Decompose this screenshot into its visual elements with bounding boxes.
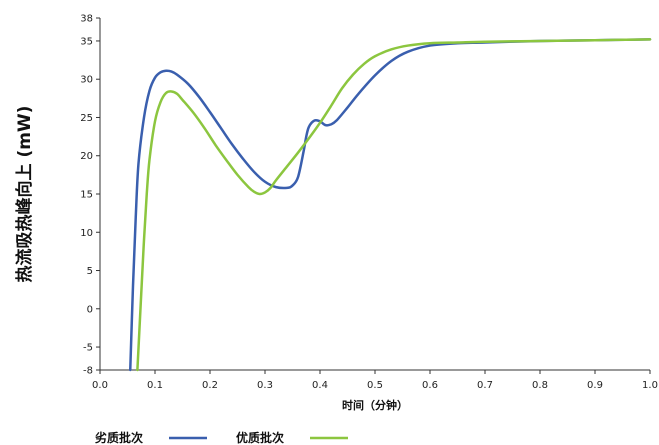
x-tick-label: 0.7 [477,380,493,391]
x-tick-label: 0.5 [367,380,383,391]
x-axis-ticks: 0.0 0.1 0.2 0.3 0.4 0.5 0.6 0.7 0.8 0.9 1.0 [92,370,658,391]
legend: 劣质批次 优质批次 [95,430,348,445]
y-tick-label: 20 [80,151,93,162]
x-tick-label: 1.0 [642,380,658,391]
y-tick-label: 10 [80,228,93,239]
x-tick-label: 0.3 [257,380,273,391]
x-tick-label: 0.0 [92,380,108,391]
y-tick-label: 0 [87,304,93,315]
y-tick-label: -8 [83,366,93,377]
x-axis-title: 时间（分钟） [342,398,408,412]
series-line-good-batch [136,38,652,372]
series-layer [129,38,652,372]
x-tick-label: 0.6 [422,380,438,391]
y-tick-label: 15 [80,190,93,201]
x-tick-label: 0.9 [587,380,603,391]
y-tick-label: 38 [80,14,93,25]
x-tick-label: 0.8 [532,380,548,391]
legend-label-poor-batch: 劣质批次 [95,430,143,445]
x-tick-label: 0.4 [312,380,328,391]
y-tick-label: 30 [80,75,93,86]
y-tick-label: 35 [80,36,93,47]
y-axis-ticks: -8 -5 0 5 10 15 20 25 30 35 38 [80,14,100,377]
plot-area: 0.0 0.1 0.2 0.3 0.4 0.5 0.6 0.7 0.8 0.9 1.0 -8 -5 0 5… [80,14,658,392]
x-tick-label: 0.1 [147,380,163,391]
series-line-poor-batch [129,38,652,372]
y-tick-label: 25 [80,113,93,124]
y-tick-label: 5 [87,266,93,277]
legend-label-good-batch: 优质批次 [236,430,284,445]
y-tick-label: -5 [83,343,93,354]
y-axis-title: 热流吸热峰向上 (mW) [14,106,35,283]
x-tick-label: 0.2 [202,380,218,391]
